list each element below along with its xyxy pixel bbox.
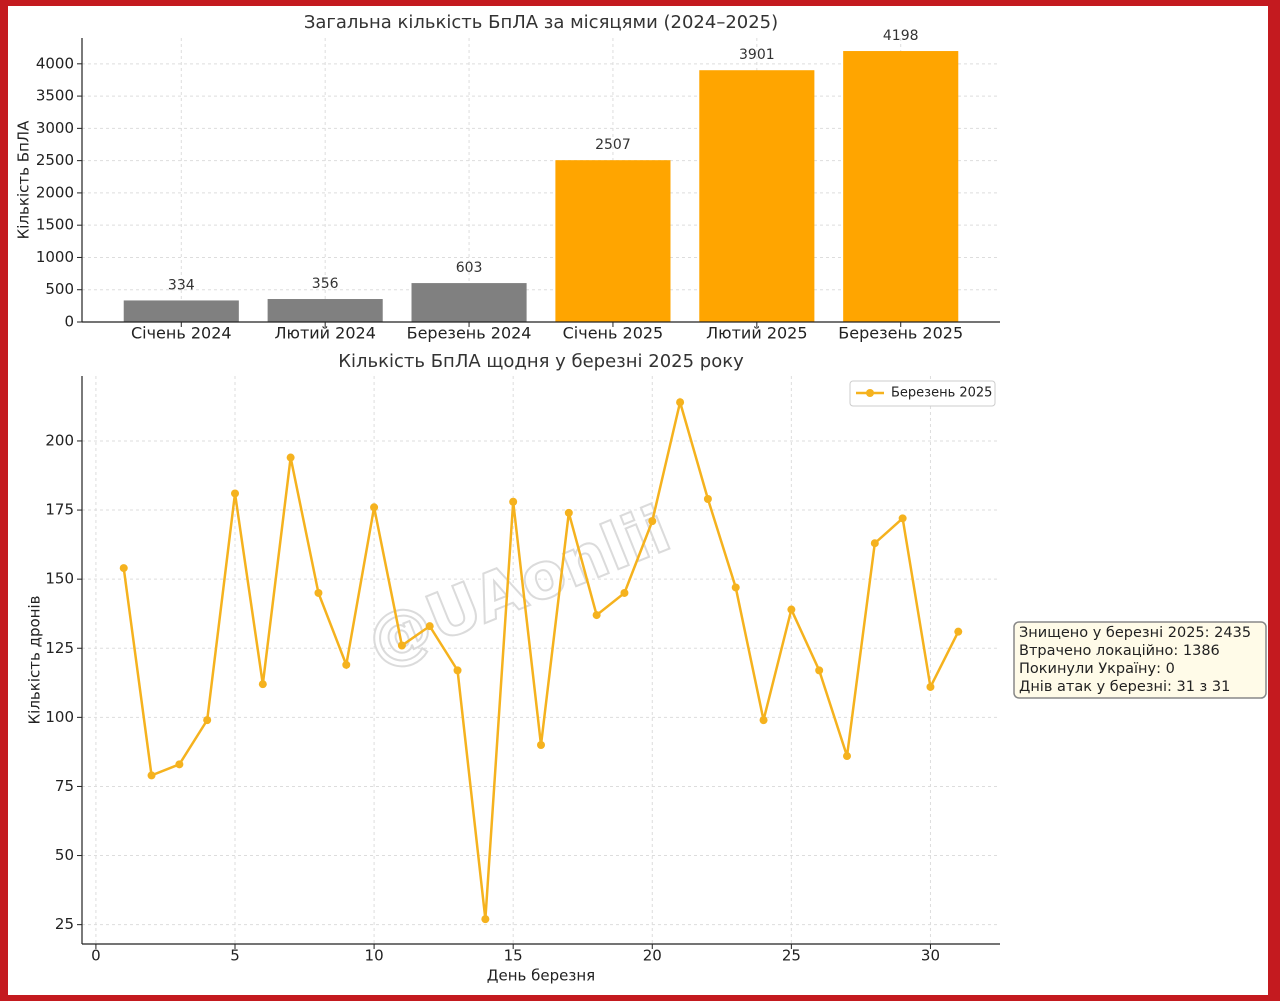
legend-box [849, 380, 996, 407]
point [787, 605, 796, 614]
point [870, 539, 879, 548]
annotation-line: Покинули Україну: 0 [1019, 661, 1175, 677]
point [815, 666, 824, 675]
y-axis-label: Кількість дронів [26, 596, 44, 725]
y-tick-label: 50 [55, 846, 74, 864]
y-tick-label: 75 [55, 777, 74, 795]
y-tick-label: 4000 [36, 54, 74, 72]
y-tick-label: 2000 [36, 183, 74, 201]
x-axis-label: День березня [487, 967, 595, 985]
y-tick-label: 1500 [36, 216, 74, 234]
legend-label: Березень 2025 [891, 386, 992, 401]
annotation-line: Знищено у березні 2025: 2435 [1019, 625, 1251, 641]
point [258, 680, 267, 689]
point [314, 588, 323, 597]
y-tick-label: 1000 [36, 248, 74, 266]
point [592, 611, 601, 620]
bar [267, 299, 383, 322]
chart-title: Кількість БпЛА щодня у березні 2025 року [338, 351, 744, 372]
x-tick-label: 25 [782, 947, 801, 965]
bar [843, 51, 959, 323]
x-tick-label: 0 [91, 947, 101, 965]
x-tick-label: Січень 2024 [131, 324, 232, 343]
y-axis-label: Кількість БпЛА [15, 120, 33, 239]
y-tick-label: 3000 [36, 119, 74, 137]
legend-marker [866, 389, 874, 397]
data-label: 603 [456, 260, 483, 276]
point [370, 503, 379, 512]
y-tick-label: 2500 [36, 151, 74, 169]
x-tick-label: 30 [921, 947, 940, 965]
data-label: 2507 [595, 137, 631, 153]
y-tick-label: 150 [45, 570, 74, 588]
point [231, 489, 239, 498]
point [898, 514, 907, 523]
point [843, 752, 851, 761]
point [286, 453, 295, 462]
point [954, 627, 963, 636]
annotation-line: Днів атак у березні: 31 з 31 [1019, 679, 1230, 695]
point [537, 740, 545, 749]
x-tick-label: 10 [365, 947, 384, 965]
data-label: 356 [312, 276, 339, 292]
y-tick-label: 175 [45, 501, 74, 519]
x-tick-label: 15 [504, 947, 523, 965]
bar [699, 70, 815, 322]
point [481, 915, 490, 924]
annotation-line: Втрачено локаційно: 1386 [1019, 643, 1220, 659]
point [119, 564, 128, 573]
y-tick-label: 100 [45, 708, 74, 726]
x-tick-label: Лютий 2024 [274, 324, 375, 343]
y-tick-label: 200 [45, 431, 74, 449]
bar [411, 283, 527, 322]
x-tick-label: Березень 2024 [407, 324, 532, 343]
point [342, 660, 351, 669]
point [175, 760, 184, 769]
x-tick-label: 5 [230, 947, 240, 965]
point [731, 583, 740, 592]
x-tick-label: Лютий 2025 [706, 324, 807, 343]
y-tick-label: 125 [45, 639, 74, 657]
bar [123, 300, 239, 322]
y-tick-label: 0 [64, 313, 74, 331]
point [564, 508, 573, 517]
point [620, 588, 629, 597]
point [926, 682, 935, 691]
point [676, 398, 685, 407]
data-label: 334 [168, 277, 195, 293]
data-label: 4198 [883, 28, 919, 44]
point [147, 771, 156, 780]
point [397, 641, 406, 650]
point [648, 517, 657, 526]
point [509, 497, 518, 506]
point [759, 716, 768, 725]
x-tick-label: Січень 2025 [563, 324, 664, 343]
point [703, 494, 712, 503]
x-tick-label: Березень 2025 [838, 324, 963, 343]
y-tick-label: 3500 [36, 87, 74, 105]
x-tick-label: 20 [643, 947, 662, 965]
chart-title: Загальна кількість БпЛА за місяцями (202… [304, 12, 778, 33]
y-tick-label: 500 [45, 280, 74, 298]
annotation-box [1013, 621, 1267, 699]
point [203, 716, 212, 725]
point [425, 622, 434, 631]
data-label: 3901 [739, 47, 775, 63]
point [453, 666, 462, 675]
y-tick-label: 25 [55, 915, 74, 933]
bar [555, 160, 671, 322]
